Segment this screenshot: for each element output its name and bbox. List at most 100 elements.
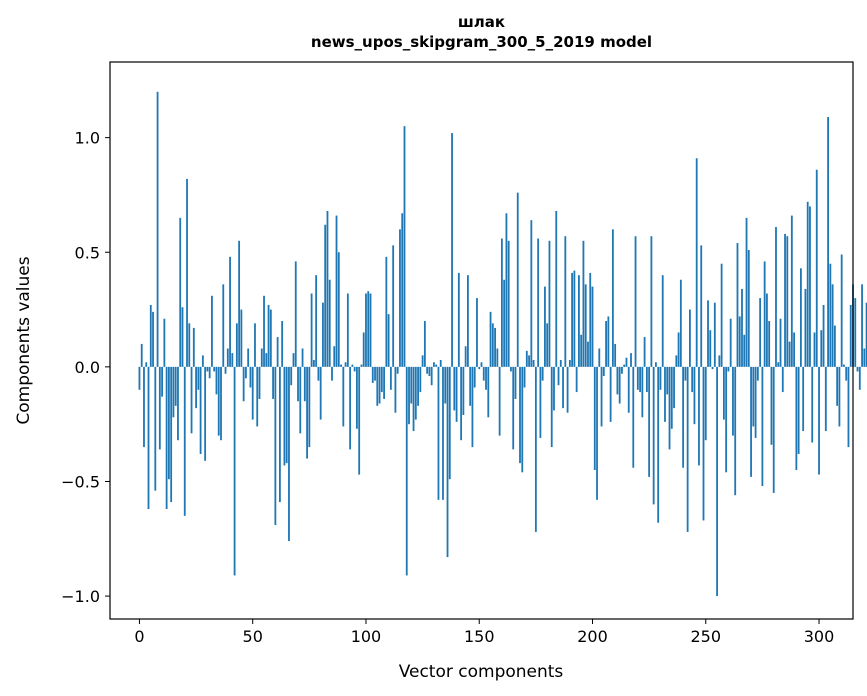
bar (659, 366, 662, 390)
bar (500, 238, 503, 367)
bar (856, 366, 859, 372)
bar (858, 366, 861, 390)
bar (254, 323, 256, 367)
bar (734, 366, 737, 496)
bar (797, 366, 800, 454)
chart-title: шлак (457, 13, 506, 31)
bar (170, 366, 173, 503)
bar (288, 366, 290, 542)
bar (403, 126, 406, 367)
bar (208, 366, 211, 379)
bar (199, 366, 202, 454)
bar (541, 366, 544, 381)
bar (700, 245, 703, 367)
bar (532, 359, 535, 367)
bar (392, 245, 395, 367)
bar (811, 366, 814, 443)
bar (333, 346, 336, 367)
bar (297, 366, 299, 402)
bar (809, 206, 811, 367)
bar (301, 348, 304, 367)
bar (698, 366, 700, 466)
bar (256, 366, 259, 427)
bar (312, 359, 315, 367)
bar (519, 366, 521, 464)
bar (788, 341, 791, 367)
bar (408, 366, 410, 425)
bar (799, 268, 802, 367)
bar (299, 366, 302, 434)
bar (510, 366, 512, 372)
bar (718, 355, 721, 367)
bar (702, 366, 705, 521)
bar (550, 366, 553, 448)
bar (713, 302, 716, 367)
bar (824, 366, 827, 432)
bar (559, 359, 562, 367)
bar (473, 366, 476, 388)
bar (768, 321, 771, 367)
bar (283, 366, 286, 466)
x-tick-label: 0 (134, 627, 144, 646)
bar (693, 366, 696, 425)
bar (267, 304, 270, 367)
bar (833, 325, 836, 367)
bar (695, 158, 698, 367)
bar (145, 362, 148, 367)
bar (494, 327, 496, 367)
bar (337, 252, 340, 367)
bar (596, 366, 598, 500)
bar (677, 332, 680, 367)
bar (414, 366, 417, 420)
bar (476, 298, 478, 367)
bar (707, 300, 709, 367)
bar (840, 254, 843, 367)
bar (752, 366, 755, 427)
bar (666, 366, 669, 395)
x-tick-label: 200 (577, 627, 608, 646)
bar (389, 366, 392, 390)
bar (306, 366, 308, 459)
y-tick-label: −1.0 (61, 587, 100, 606)
chart-title-block: шлак news_upos_skipgram_300_5_2019 model (110, 12, 853, 52)
bar (444, 366, 447, 404)
bar (709, 330, 712, 367)
bar (181, 307, 184, 367)
bar (172, 366, 175, 418)
bar (310, 293, 313, 367)
bar (433, 362, 435, 367)
bar (335, 215, 338, 367)
bar (167, 366, 170, 480)
bar (854, 298, 857, 367)
bar (781, 366, 784, 393)
bar (691, 366, 694, 393)
bar (369, 293, 372, 367)
bar (487, 366, 490, 418)
bar (722, 366, 725, 420)
bar (353, 366, 356, 372)
y-tick-label: 0.5 (75, 243, 100, 262)
bar (673, 366, 675, 409)
bar (308, 366, 311, 448)
bar (632, 366, 635, 468)
bar (759, 298, 762, 367)
bar (614, 343, 617, 367)
bar (186, 178, 188, 367)
bar (557, 366, 560, 386)
bar (149, 304, 152, 367)
bar (682, 366, 685, 468)
bar (741, 288, 743, 367)
bar (838, 366, 841, 427)
bar (750, 366, 752, 477)
bar (385, 256, 388, 367)
bar (621, 366, 623, 374)
bar (383, 366, 385, 399)
bar (571, 272, 574, 367)
bar (258, 366, 261, 399)
bar (820, 330, 823, 367)
bar (326, 210, 329, 367)
bar (217, 366, 220, 436)
bar (235, 323, 238, 367)
bar (229, 256, 231, 367)
bar (770, 366, 773, 445)
